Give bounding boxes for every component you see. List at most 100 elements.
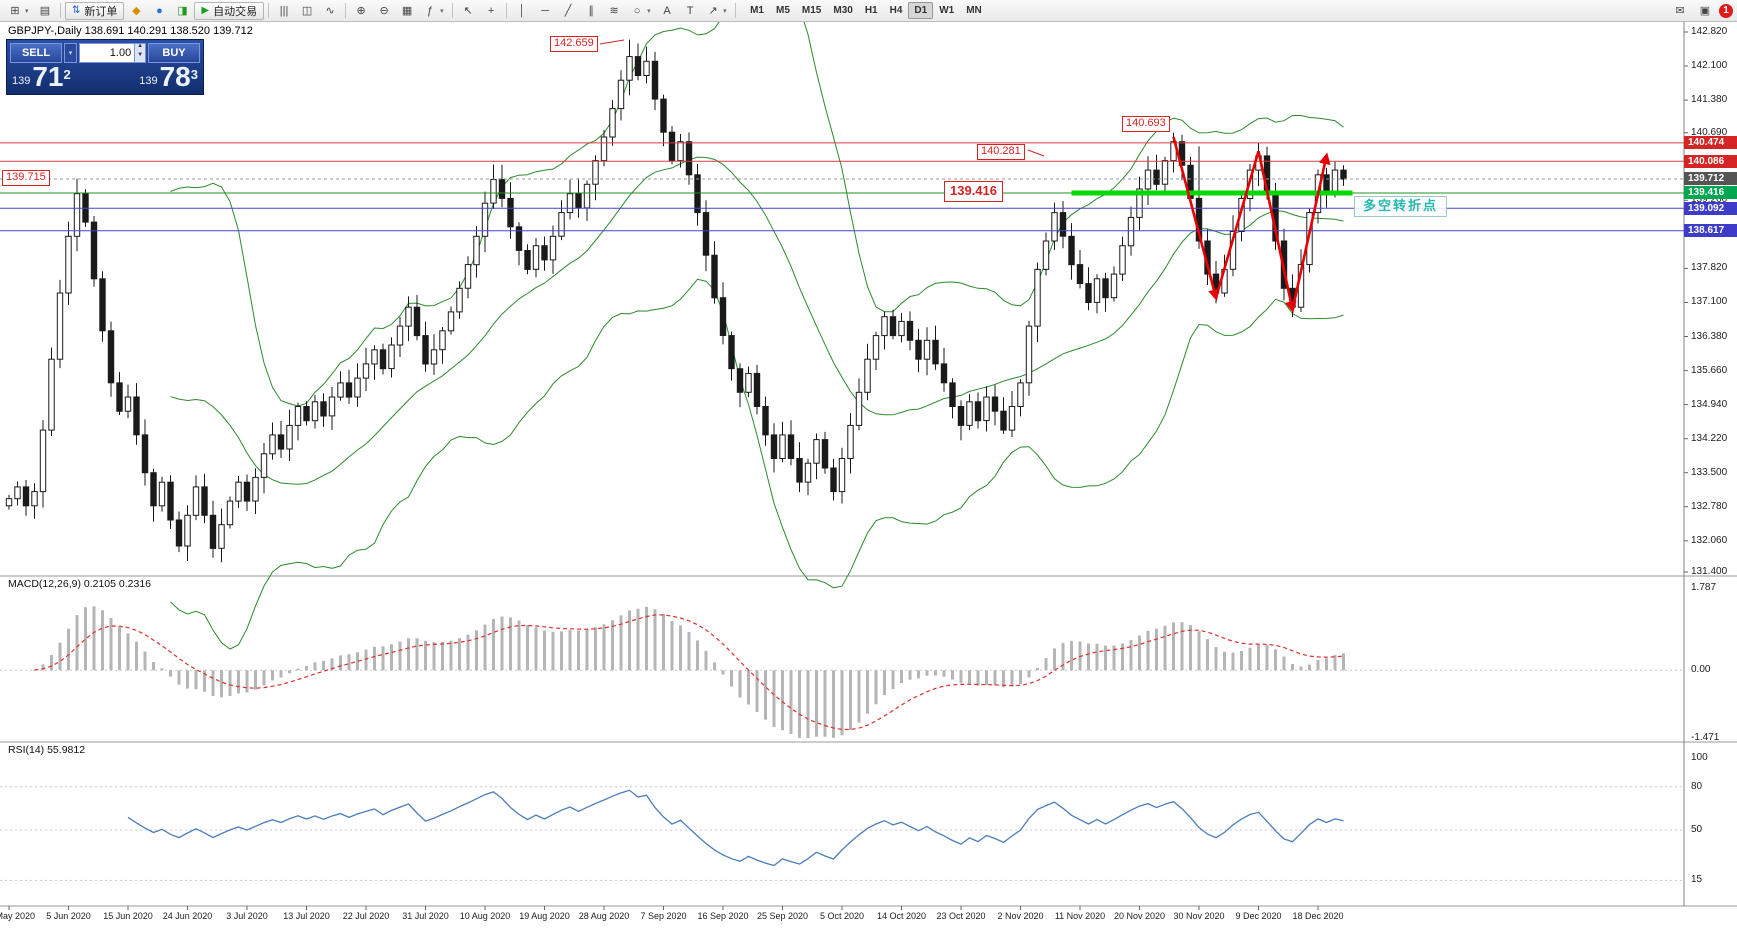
candle <box>532 238 540 278</box>
timeframe-h1[interactable]: H1 <box>859 2 884 19</box>
trendline-tool-icon[interactable]: ╱ <box>564 5 572 17</box>
community-icon[interactable]: ● <box>156 4 163 17</box>
bar-chart-icon[interactable]: ||| <box>279 4 289 17</box>
line-chart-icon[interactable]: ∿ <box>325 5 335 17</box>
volume-dropdown[interactable]: ▾ <box>64 43 77 63</box>
new-order-button[interactable]: ⇅ 新订单 <box>65 1 125 20</box>
candle <box>847 413 854 474</box>
new-order-icon: ⇅ <box>72 5 81 16</box>
candle <box>906 311 914 351</box>
candle <box>983 386 990 432</box>
candle <box>1085 267 1092 311</box>
timeframe-m15[interactable]: M15 <box>796 2 827 19</box>
zigzag-annotation[interactable] <box>1172 136 1331 314</box>
candle <box>575 178 582 218</box>
indicators-caret-icon[interactable]: ▾ <box>440 7 444 15</box>
candle <box>14 481 21 506</box>
candle <box>1000 397 1007 434</box>
buy-button[interactable]: BUY <box>148 43 200 63</box>
volume-field: ▲▼ <box>79 43 146 63</box>
candle <box>1110 266 1118 302</box>
new-chart-caret-icon[interactable]: ▾ <box>25 7 29 15</box>
label-tool-icon[interactable]: T <box>686 4 694 17</box>
timeframe-w1[interactable]: W1 <box>933 2 960 19</box>
horizontal-lines[interactable] <box>0 142 1684 232</box>
arrows-caret-icon[interactable]: ▾ <box>723 7 727 15</box>
timeframe-m30[interactable]: M30 <box>827 2 858 19</box>
tile-windows-icon[interactable]: ▦ <box>401 5 413 17</box>
candle <box>719 282 727 345</box>
zoom-in-icon[interactable]: ⊕ <box>356 5 366 17</box>
candle <box>498 164 506 208</box>
candle <box>1051 202 1058 250</box>
rsi-indicator-label: RSI(14) 55.9812 <box>8 744 86 756</box>
toolbar-separator <box>60 3 61 18</box>
new-chart-icon[interactable]: ⊞ <box>10 5 20 17</box>
text-tool-icon[interactable]: A <box>663 4 671 17</box>
fibonacci-tool-icon[interactable]: ≋ <box>609 5 619 17</box>
zoom-out-icon[interactable]: ⊖ <box>379 5 389 17</box>
candle <box>473 226 480 278</box>
candle <box>1340 165 1347 186</box>
market-icon[interactable]: ◨ <box>177 5 188 17</box>
buy-price-big: 78 <box>159 61 191 92</box>
autotrade-button[interactable]: ▶ 自动交易 <box>194 1 265 20</box>
candle <box>218 508 225 563</box>
candlestick-chart-icon[interactable]: ◫ <box>301 5 313 17</box>
toolbar-separator <box>735 3 737 18</box>
timeframe-m1[interactable]: M1 <box>744 2 770 19</box>
indicators-icon[interactable]: ƒ <box>427 4 434 17</box>
candle <box>260 443 268 494</box>
sell-price-big: 71 <box>32 61 64 92</box>
crosshair-icon[interactable]: + <box>487 4 495 17</box>
candle <box>1153 154 1160 191</box>
vertical-line-tool-icon[interactable]: │ <box>518 4 526 17</box>
support-line-thick[interactable] <box>1071 190 1353 196</box>
trade-panel-controls: SELL ▾ ▲▼ BUY <box>10 43 200 63</box>
volume-spinner[interactable]: ▲ ▼ <box>135 43 146 63</box>
horizontal-line-tool-icon[interactable]: ─ <box>541 4 549 17</box>
candle <box>1076 250 1084 289</box>
candle <box>753 364 761 415</box>
candle <box>22 480 30 516</box>
candle <box>1059 201 1067 249</box>
candle <box>192 475 200 521</box>
buy-price[interactable]: 139 78 3 <box>139 63 198 91</box>
chart-symbol-info: GBPJPY-,Daily 138.691 140.291 138.520 13… <box>8 25 253 37</box>
macd-histogram <box>33 606 1345 738</box>
timeframe-mn[interactable]: MN <box>960 2 988 19</box>
candle <box>405 296 412 342</box>
cursor-icon[interactable]: ↖ <box>463 5 473 17</box>
candle <box>991 384 999 426</box>
candle <box>932 325 939 370</box>
sell-price[interactable]: 139 71 2 <box>12 63 71 91</box>
candle <box>702 200 710 272</box>
volume-input[interactable] <box>79 43 136 63</box>
metaquotes-icon[interactable]: ◆ <box>132 5 141 17</box>
shapes-tool-icon[interactable]: ○ <box>633 4 641 17</box>
trade-panel-prices: 139 71 2 139 78 3 <box>10 63 200 91</box>
buy-price-pip: 3 <box>190 67 198 82</box>
timeframe-d1[interactable]: D1 <box>908 2 934 19</box>
timeframe-h4[interactable]: H4 <box>884 2 909 19</box>
candle <box>915 328 922 373</box>
toolbar-separator <box>345 3 347 18</box>
notification-badge[interactable]: 1 <box>1719 3 1733 18</box>
timeframe-m5[interactable]: M5 <box>770 2 796 19</box>
candle <box>1093 274 1101 314</box>
candle <box>1025 320 1033 396</box>
docs-icon[interactable]: ▣ <box>1699 5 1711 17</box>
arrows-tool-icon[interactable]: ↗ <box>708 5 718 17</box>
profiles-icon[interactable]: ▤ <box>39 5 51 17</box>
candle <box>235 476 242 508</box>
channel-tool-icon[interactable]: ∥ <box>588 5 594 17</box>
candle <box>422 321 429 372</box>
shapes-caret-icon[interactable]: ▾ <box>647 7 651 15</box>
candle <box>524 244 531 275</box>
sell-button[interactable]: SELL <box>10 43 62 63</box>
axis-ticks <box>8 31 1688 910</box>
candle <box>1042 232 1050 276</box>
candle <box>872 331 880 371</box>
mail-icon[interactable]: ✉ <box>1675 5 1685 17</box>
